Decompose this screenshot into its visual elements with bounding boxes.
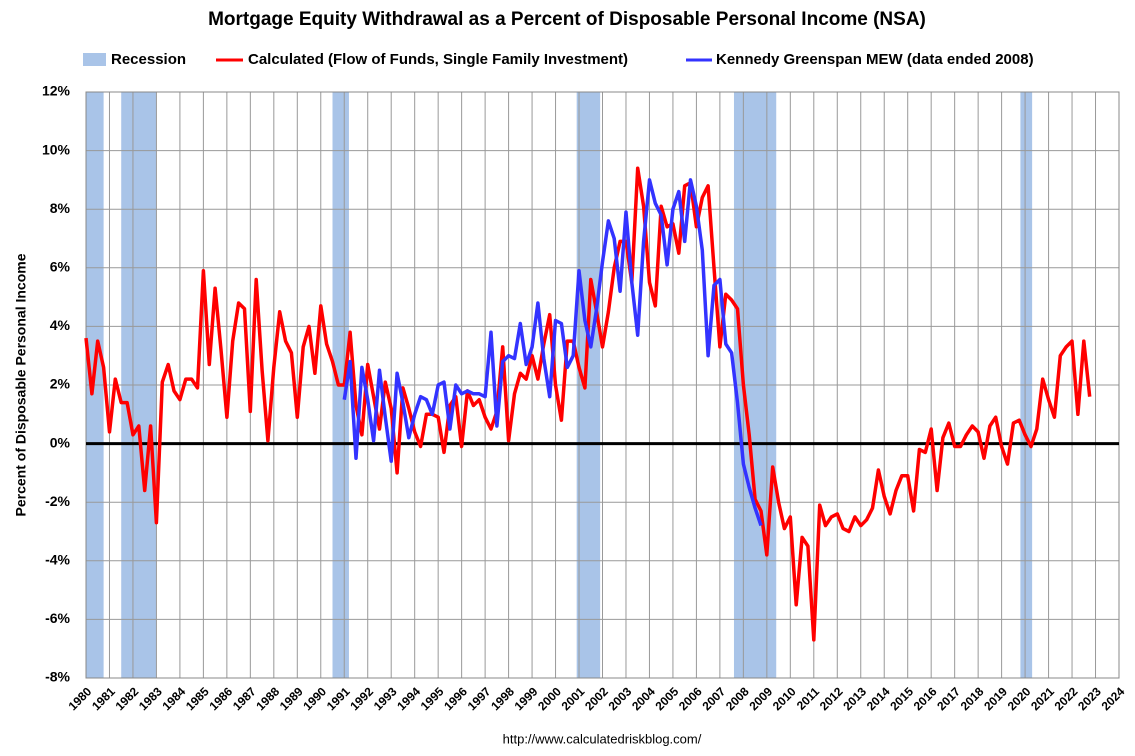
x-tick-label: 1988: [253, 684, 282, 713]
x-tick-label: 1992: [347, 684, 376, 713]
x-tick-label: 1981: [89, 684, 118, 713]
x-tick-label: 2021: [1028, 684, 1057, 713]
x-tick-label: 2012: [817, 684, 846, 713]
legend-label: Recession: [111, 51, 186, 68]
x-tick-label: 2016: [911, 684, 940, 713]
x-tick-label: 1982: [113, 684, 142, 713]
legend: Recession Calculated (Flow of Funds, Sin…: [83, 51, 1034, 68]
x-tick-label: 2013: [840, 684, 869, 713]
chart-title: Mortgage Equity Withdrawal as a Percent …: [208, 9, 926, 30]
x-tick-label: 2000: [535, 684, 564, 713]
x-tick-label: 1987: [230, 684, 259, 713]
y-tick-label: 2%: [50, 376, 71, 392]
x-tick-label: 2017: [934, 684, 963, 713]
y-tick-label: 10%: [42, 141, 71, 157]
x-tick-label: 2008: [723, 684, 752, 713]
y-tick-label: 0%: [50, 434, 71, 450]
x-tick-label: 1991: [324, 684, 353, 713]
legend-swatch: [83, 53, 106, 66]
x-tick-label: 2007: [699, 684, 728, 713]
x-tick-label: 2005: [653, 684, 682, 713]
x-tick-label: 2024: [1099, 684, 1128, 713]
x-tick-label: 1983: [136, 684, 165, 713]
x-tick-label: 2009: [746, 684, 775, 713]
x-tick-label: 2004: [629, 684, 658, 713]
x-tick-label: 2020: [1005, 684, 1034, 713]
y-tick-label: 6%: [50, 259, 71, 275]
x-tick-label: 1996: [441, 684, 470, 713]
y-tick-label: 4%: [50, 317, 71, 333]
legend-label: Calculated (Flow of Funds, Single Family…: [248, 51, 628, 68]
series-line: [342, 178, 763, 527]
x-tick-label: 1994: [394, 684, 423, 713]
x-tick-label: 1995: [418, 684, 447, 713]
x-tick-label: 2001: [559, 684, 588, 713]
y-tick-label: -8%: [45, 669, 70, 685]
x-tick-label: 2011: [794, 684, 823, 713]
y-tick-label: -2%: [45, 493, 70, 509]
x-tick-label: 2002: [582, 684, 611, 713]
plot-area: [84, 91, 1120, 679]
y-tick-label: -4%: [45, 552, 70, 568]
y-axis-label: Percent of Disposable Personal Income: [13, 253, 29, 516]
x-tick-label: 2023: [1075, 684, 1104, 713]
x-tick-label: 1997: [465, 684, 494, 713]
source: http://www.calculatedriskblog.com/: [503, 731, 702, 746]
x-tick-label: 2010: [770, 684, 799, 713]
x-tick-label: 1986: [206, 684, 235, 713]
x-tick-label: 1998: [488, 684, 517, 713]
x-tick-label: 2014: [864, 684, 893, 713]
y-tick-label: 8%: [50, 200, 71, 216]
x-tick-label: 2003: [606, 684, 635, 713]
x-tick-label: 2015: [887, 684, 916, 713]
x-tick-label: 2018: [958, 684, 987, 713]
x-tick-label: 1984: [159, 684, 188, 713]
x-tick-label: 1999: [512, 684, 541, 713]
x-tick-label: 2019: [981, 684, 1010, 713]
x-tick-label: 1989: [277, 684, 306, 713]
x-tick-label: 1993: [371, 684, 400, 713]
legend-label: Kennedy Greenspan MEW (data ended 2008): [716, 51, 1034, 68]
plot-border: [85, 91, 1120, 679]
y-tick-label: 12%: [42, 83, 71, 99]
x-tick-label: 1985: [183, 684, 212, 713]
x-tick-label: 1980: [66, 684, 95, 713]
x-tick-label: 2006: [676, 684, 705, 713]
y-tick-label: -6%: [45, 610, 70, 626]
x-tick-label: 2022: [1052, 684, 1081, 713]
x-tick-label: 1990: [300, 684, 329, 713]
